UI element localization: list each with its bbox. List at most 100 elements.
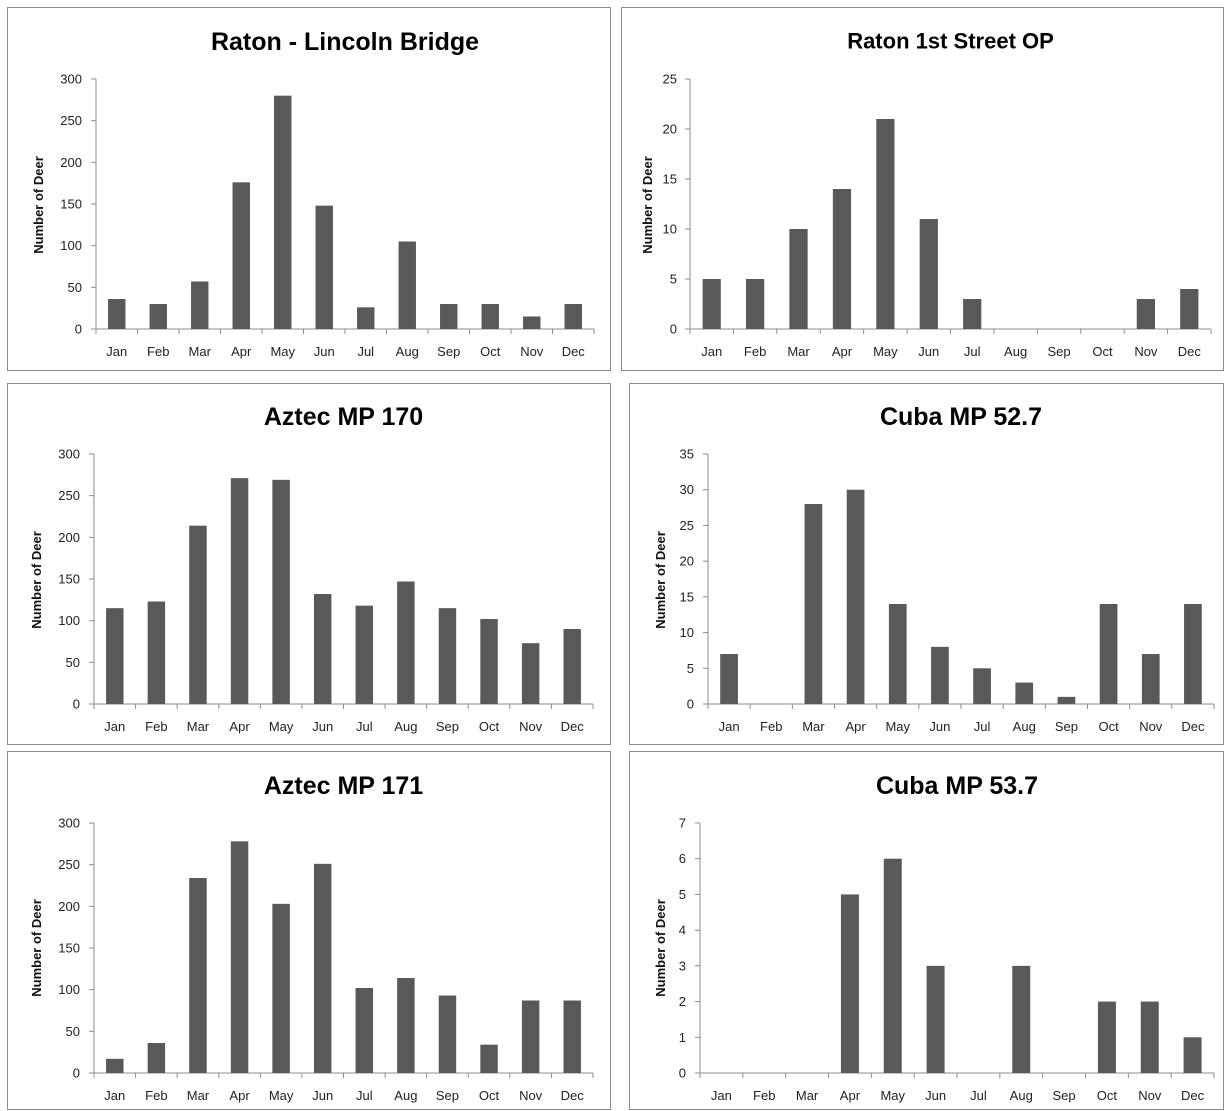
x-tick-label: Jul: [974, 719, 991, 734]
x-tick-label: Aug: [1010, 1088, 1033, 1103]
x-tick-label: Mar: [187, 1088, 210, 1103]
bar-may: [272, 903, 290, 1073]
y-tick-label: 5: [670, 272, 677, 287]
bar-may: [876, 119, 895, 329]
bar-feb: [147, 1043, 166, 1073]
x-tick-label: Apr: [840, 1088, 861, 1103]
bar-jul: [355, 988, 374, 1073]
y-tick-label: 200: [60, 155, 82, 170]
bar-may: [883, 858, 902, 1073]
y-tick-label: 150: [60, 197, 82, 212]
x-tick-label: Mar: [787, 344, 810, 359]
y-tick-label: 250: [60, 113, 82, 128]
x-tick-label: Dec: [1178, 344, 1202, 359]
x-tick-label: Feb: [753, 1088, 775, 1103]
bar-dec: [1183, 1037, 1202, 1073]
x-tick-label: May: [270, 344, 295, 359]
x-tick-label: Jul: [356, 719, 373, 734]
x-tick-label: Nov: [520, 344, 544, 359]
bar-dec: [563, 629, 581, 704]
x-tick-label: Jan: [104, 719, 125, 734]
y-tick-label: 6: [679, 851, 686, 866]
bar-nov: [1140, 1001, 1159, 1073]
bar-feb: [149, 304, 167, 329]
x-tick-label: Mar: [796, 1088, 819, 1103]
bar-dec: [1184, 604, 1202, 704]
bar-jun: [315, 205, 333, 329]
x-tick-label: Jun: [312, 1088, 333, 1103]
bar-feb: [746, 279, 765, 329]
x-tick-label: Aug: [394, 1088, 417, 1103]
y-tick-label: 10: [663, 222, 677, 237]
x-tick-label: Jun: [312, 719, 333, 734]
bar-sep: [1057, 696, 1076, 704]
chart-panel: Raton 1st Street OP Number of Deer 0 5 10 15 2…: [621, 7, 1224, 371]
bar-jul: [963, 299, 982, 329]
x-tick-label: Oct: [479, 719, 500, 734]
x-tick-label: Apr: [229, 719, 250, 734]
bar-jun: [931, 646, 949, 704]
y-tick-label: 4: [679, 923, 686, 938]
x-tick-label: Dec: [562, 344, 586, 359]
x-tick-label: Jun: [929, 719, 950, 734]
x-tick-label: Sep: [436, 1088, 459, 1103]
bar-aug: [398, 241, 416, 329]
bar-jun: [919, 219, 938, 329]
y-tick-label: 35: [680, 447, 694, 462]
chart-title: Cuba MP 53.7: [876, 772, 1038, 800]
bar-oct: [1097, 1001, 1116, 1073]
bar-jun: [313, 594, 332, 704]
bar-oct: [480, 619, 498, 704]
bar-jan: [108, 299, 126, 329]
x-tick-label: Nov: [1134, 344, 1158, 359]
x-tick-label: May: [885, 719, 910, 734]
x-tick-label: May: [269, 719, 294, 734]
x-tick-label: Aug: [396, 344, 419, 359]
bar-apr: [832, 189, 852, 329]
x-tick-label: Feb: [145, 1088, 167, 1103]
x-tick-label: Jul: [357, 344, 374, 359]
y-tick-label: 0: [687, 697, 694, 712]
y-tick-label: 20: [680, 554, 694, 569]
y-tick-label: 250: [58, 488, 80, 503]
x-tick-label: Sep: [1053, 1088, 1076, 1103]
x-tick-label: Nov: [1138, 1088, 1162, 1103]
x-tick-label: Feb: [145, 719, 167, 734]
x-tick-label: Apr: [832, 344, 853, 359]
bar-mar: [189, 525, 207, 704]
y-tick-label: 3: [679, 958, 686, 973]
y-tick-label: 100: [58, 613, 80, 628]
bar-oct: [481, 304, 499, 329]
chart-title: Raton - Lincoln Bridge: [211, 28, 479, 56]
y-tick-label: 100: [58, 982, 80, 997]
x-tick-label: Jul: [970, 1088, 987, 1103]
chart-title: Raton 1st Street OP: [847, 29, 1054, 54]
bar-dec: [1180, 289, 1199, 329]
x-tick-label: Jun: [314, 344, 335, 359]
bar-may: [888, 604, 907, 704]
bar-dec: [564, 304, 582, 329]
bar-apr: [230, 841, 249, 1073]
chart-panel: Cuba MP 52.7 Number of Deer 0 5 10 15 20 25 30 35…: [629, 383, 1224, 745]
x-tick-label: Sep: [1047, 344, 1070, 359]
y-tick-label: 300: [58, 447, 80, 462]
bar-nov: [1141, 654, 1160, 704]
x-tick-label: Jan: [719, 719, 740, 734]
y-axis-label: Number of Deer: [29, 899, 44, 997]
y-tick-label: 25: [663, 72, 677, 87]
x-tick-label: Jul: [356, 1088, 373, 1103]
y-tick-label: 200: [58, 899, 80, 914]
bar-chart: Aztec MP 171 Number of Deer 0 50 100 150 200 25…: [29, 772, 594, 1103]
x-tick-label: Oct: [480, 344, 501, 359]
y-tick-label: 150: [58, 572, 80, 587]
x-tick-label: Jan: [701, 344, 722, 359]
bar-oct: [480, 1044, 498, 1073]
y-tick-label: 0: [73, 1066, 80, 1081]
bar-mar: [804, 504, 823, 704]
x-tick-label: Apr: [229, 1088, 250, 1103]
x-tick-label: Mar: [187, 719, 210, 734]
bar-jan: [702, 279, 721, 329]
bar-chart: Raton - Lincoln Bridge Number of Deer 0 50 1…: [31, 28, 595, 359]
bar-jun: [313, 863, 332, 1073]
bar-aug: [1012, 965, 1031, 1073]
